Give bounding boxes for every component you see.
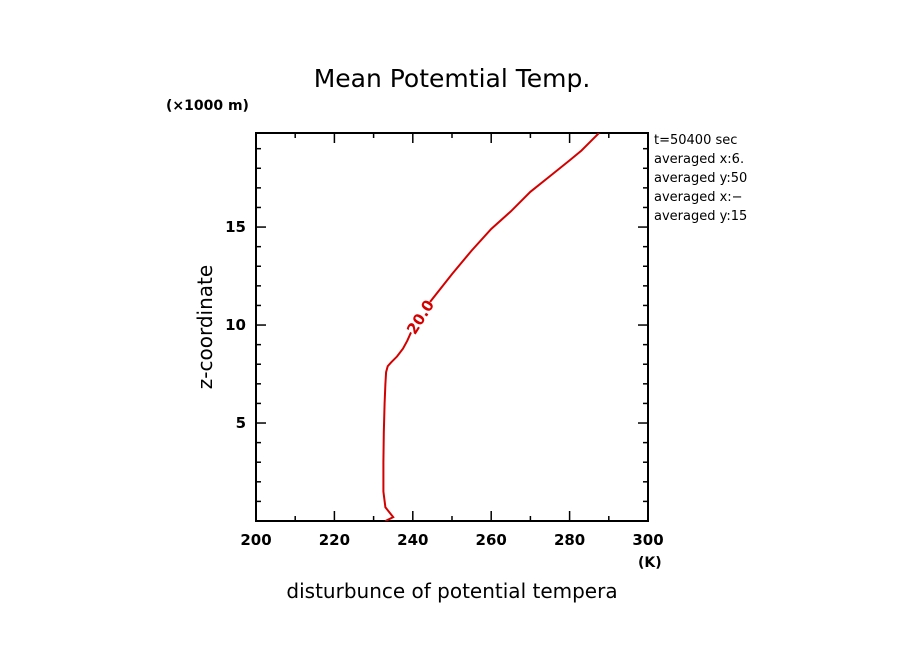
info-line: averaged x:− [654, 190, 743, 205]
y-tick-label: 10 [225, 316, 246, 334]
x-tick-label: 240 [397, 531, 428, 549]
x-tick-labels: 200 220 240 260 280 300 [240, 531, 663, 549]
chart-title: Mean Potemtial Temp. [314, 64, 591, 93]
contour-label-mask [403, 297, 438, 338]
x-axis-label: disturbunce of potential tempera [286, 579, 617, 603]
x-tick-label: 260 [476, 531, 507, 549]
y-tick-labels: 5 10 15 [225, 218, 246, 432]
x-unit-label: (K) [638, 555, 662, 571]
x-tick-label: 280 [554, 531, 585, 549]
y-unit-label: (×1000 m) [166, 98, 249, 114]
info-line: t=50400 sec [654, 133, 737, 148]
contour-line [382, 133, 600, 521]
y-tick-label: 5 [236, 414, 246, 432]
x-tick-label: 200 [240, 531, 271, 549]
y-axis-label: z-coordinate [193, 265, 217, 389]
info-line: averaged x:6. [654, 152, 744, 167]
axis-ticks [255, 133, 649, 522]
info-line: averaged y:50 [654, 171, 747, 186]
plot-frame [255, 132, 649, 522]
x-tick-label: 220 [319, 531, 350, 549]
info-panel: t=50400 sec averaged x:6. averaged y:50 … [654, 133, 747, 224]
y-tick-label: 15 [225, 218, 246, 236]
x-tick-label: 300 [632, 531, 663, 549]
contour-label: 20.0 [403, 297, 438, 338]
info-line: averaged y:15 [654, 209, 747, 224]
